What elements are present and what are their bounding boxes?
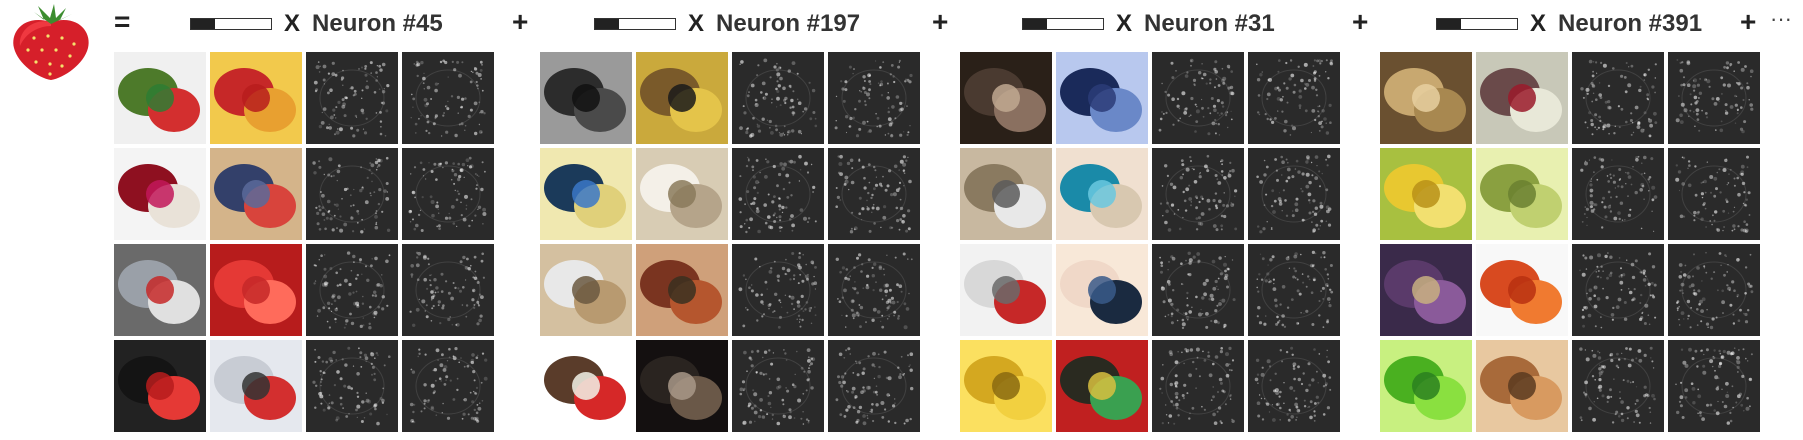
- pufferfish-icon: [1056, 148, 1148, 240]
- neuron-label: Neuron #31: [1144, 10, 1275, 37]
- speaker-grille-icon: [540, 52, 632, 144]
- activation-map: [1668, 340, 1760, 432]
- neuron-header-45: X Neuron #45: [190, 8, 443, 40]
- sea-slug-icon: [540, 148, 632, 240]
- toy-robot-icon: [114, 244, 206, 336]
- yellow-fish-icon: [636, 52, 728, 144]
- activation-map: [828, 340, 920, 432]
- neuron-grid-197: [540, 52, 920, 432]
- weight-bar: [1436, 18, 1518, 30]
- bookshelf-icon: [636, 244, 728, 336]
- weight-bar-fill: [595, 19, 619, 29]
- strawberry-icon: [13, 4, 89, 80]
- neuron-grid-31: [960, 52, 1340, 432]
- plus-sign: +: [512, 6, 529, 37]
- activation-map: [1248, 148, 1340, 240]
- neuron-label: Neuron #45: [312, 10, 443, 37]
- vegetables-icon: [114, 52, 206, 144]
- heater-icon: [960, 244, 1052, 336]
- activation-map: [306, 52, 398, 144]
- toadstool-icon: [540, 340, 632, 432]
- times-sign: X: [688, 10, 705, 37]
- activation-map: [732, 148, 824, 240]
- fuzzy-fruit-icon: [1476, 52, 1568, 144]
- activation-map: [1152, 52, 1244, 144]
- neuron-grid-391: [1380, 52, 1760, 432]
- activation-map: [402, 244, 494, 336]
- terrier-dog-icon: [1476, 340, 1568, 432]
- activation-map: [1248, 52, 1340, 144]
- bell-pepper-icon: [114, 340, 206, 432]
- weight-bar-fill: [1023, 19, 1047, 29]
- times-sign: X: [1530, 10, 1547, 37]
- straw-hat-icon: [1380, 52, 1472, 144]
- neuron-header-391: X Neuron #391: [1436, 8, 1702, 40]
- activation-map: [306, 244, 398, 336]
- activation-map: [1248, 340, 1340, 432]
- red-surface-icon: [210, 244, 302, 336]
- activation-map: [402, 52, 494, 144]
- ellipsis: ···: [1770, 6, 1792, 31]
- activation-map: [1572, 340, 1664, 432]
- plus-sign: +: [932, 6, 949, 37]
- activation-map: [1668, 244, 1760, 336]
- salt-shaker-icon: [636, 340, 728, 432]
- custard-apple-icon: [1476, 148, 1568, 240]
- bead-texture-icon: [960, 52, 1052, 144]
- weight-bar: [190, 18, 272, 30]
- green-strawberry-icon: [1380, 340, 1472, 432]
- activation-map: [1668, 52, 1760, 144]
- weight-bar-fill: [1437, 19, 1461, 29]
- activation-map: [306, 148, 398, 240]
- weight-bar: [1022, 18, 1104, 30]
- pomegranate-icon: [114, 148, 206, 240]
- traffic-light-icon: [1056, 340, 1148, 432]
- activation-map: [1152, 148, 1244, 240]
- neuron-label: Neuron #197: [716, 10, 861, 37]
- activation-map: [1152, 340, 1244, 432]
- red-leaf-icon: [1476, 244, 1568, 336]
- activation-map: [732, 52, 824, 144]
- plus-sign: +: [1352, 6, 1369, 37]
- microphone-icon: [1056, 52, 1148, 144]
- yellow-leaf-icon: [1380, 148, 1472, 240]
- glove-tomato-icon: [210, 148, 302, 240]
- weight-bar-fill: [191, 19, 215, 29]
- activation-map: [1248, 244, 1340, 336]
- activation-map: [1572, 148, 1664, 240]
- activation-map: [732, 244, 824, 336]
- activation-map: [1668, 148, 1760, 240]
- neuron-grid-45: [114, 52, 494, 432]
- equals-sign: =: [114, 6, 131, 37]
- corn-icon: [960, 340, 1052, 432]
- activation-map: [402, 148, 494, 240]
- neuron-header-197: X Neuron #197: [594, 8, 860, 40]
- thimble-icon: [636, 148, 728, 240]
- neuron-header-31: X Neuron #31: [1022, 8, 1275, 40]
- purple-cloth-icon: [1380, 244, 1472, 336]
- activation-map: [828, 148, 920, 240]
- handheld-device-icon: [960, 148, 1052, 240]
- activation-map: [306, 340, 398, 432]
- times-sign: X: [1116, 10, 1133, 37]
- activation-map: [1152, 244, 1244, 336]
- stingray-icon: [540, 244, 632, 336]
- activation-map: [828, 52, 920, 144]
- activation-map: [1572, 52, 1664, 144]
- weight-bar: [594, 18, 676, 30]
- joystick-icon: [210, 340, 302, 432]
- plus-sign: +: [1740, 6, 1757, 37]
- times-sign: X: [284, 10, 301, 37]
- activation-map: [1572, 244, 1664, 336]
- activation-map: [732, 340, 824, 432]
- neuron-label: Neuron #391: [1558, 10, 1703, 37]
- activation-map: [828, 244, 920, 336]
- activation-map: [402, 340, 494, 432]
- beetle-icon: [1056, 244, 1148, 336]
- cherries-icon: [210, 52, 302, 144]
